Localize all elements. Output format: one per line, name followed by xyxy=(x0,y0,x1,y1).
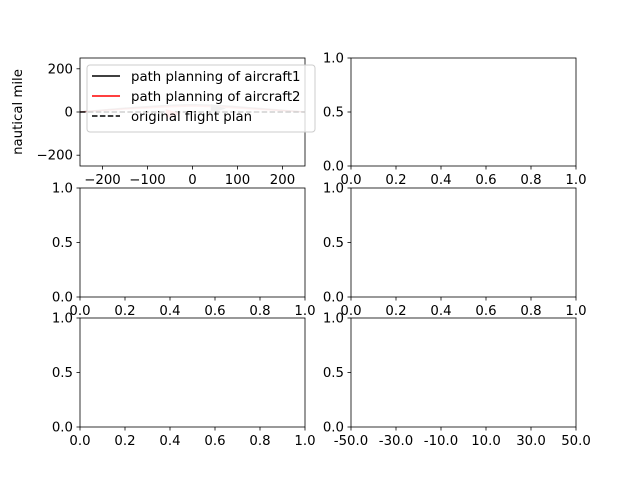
subplot-4-ytick-label: 1.0 xyxy=(323,182,344,197)
subplot-5-xtick-label: 1.0 xyxy=(294,434,315,449)
subplot-2-xtick-label: 0.4 xyxy=(430,173,451,188)
subplot-1-xtick-label: −200 xyxy=(84,173,121,188)
subplot-4-ytick-label: 0.0 xyxy=(323,291,344,306)
subplot-1-ylabel: nautical mile xyxy=(11,69,26,155)
subplot-5-xtick-label: 0.4 xyxy=(159,434,180,449)
subplot-3-xtick-label: 0.4 xyxy=(159,304,180,319)
subplot-1-xtick-label: 0 xyxy=(188,173,196,188)
subplot-6-xtick-label: 10.0 xyxy=(471,434,501,449)
subplot-3-xtick-label: 0.0 xyxy=(69,304,90,319)
subplot-6-ytick-label: 1.0 xyxy=(323,312,344,327)
subplot-5-xtick-label: 0.0 xyxy=(69,434,90,449)
subplot-4-xtick-label: 0.6 xyxy=(475,304,496,319)
subplot-2-xtick-label: 0.2 xyxy=(385,173,406,188)
subplot-1-ytick-label: 0 xyxy=(65,106,73,121)
subplot-2-xtick-label: 0.8 xyxy=(520,173,541,188)
subplot-3-ytick-label: 0.5 xyxy=(52,236,73,251)
subplot-1-ytick-label: 200 xyxy=(48,62,73,77)
subplot-4-xtick-label: 0.4 xyxy=(430,304,451,319)
subplot-5-ytick-label: 0.5 xyxy=(52,366,73,381)
subplot-5-xtick-label: 0.2 xyxy=(114,434,135,449)
subplot-1-xtick-label: 100 xyxy=(225,173,250,188)
subplot-3-xtick-label: 0.8 xyxy=(249,304,270,319)
subplot-1-legend-label-2: path planning of aircraft2 xyxy=(131,90,301,105)
legend: path planning of aircraft1 path planning … xyxy=(86,64,316,133)
subplot-6-xtick-label: -10.0 xyxy=(424,434,458,449)
subplot-2-xtick-label: 0.6 xyxy=(475,173,496,188)
subplot-6-xtick-label: -30.0 xyxy=(379,434,413,449)
subplot-5-xtick-label: 0.6 xyxy=(204,434,225,449)
subplot-1-legend-label-3: original flight plan xyxy=(131,110,252,125)
subplot-4-xtick-label: 1.0 xyxy=(565,304,586,319)
subplot-1-legend-label-1: path planning of aircraft1 xyxy=(131,70,301,85)
subplot-4-xtick-label: 0.8 xyxy=(520,304,541,319)
subplot-5-ytick-label: 0.0 xyxy=(52,421,73,436)
subplot-2-ytick-label: 1.0 xyxy=(323,52,344,67)
subplot-1-xtick-label: 200 xyxy=(270,173,295,188)
subplot-5-ytick-label: 1.0 xyxy=(52,312,73,327)
subplot-4-xtick-label: 0.0 xyxy=(340,304,361,319)
subplot-1-ytick-label: −200 xyxy=(36,149,73,164)
subplot-2-ytick-label: 0.5 xyxy=(323,106,344,121)
subplot-6-ytick-label: 0.0 xyxy=(323,421,344,436)
subplot-2-xtick-label: 1.0 xyxy=(565,173,586,188)
subplot-3-ytick-label: 1.0 xyxy=(52,182,73,197)
subplot-1-xtick-label: −100 xyxy=(129,173,166,188)
subplot-6-xtick-label: -50.0 xyxy=(334,434,368,449)
subplot-6-ytick-label: 0.5 xyxy=(323,366,344,381)
subplot-3-xtick-label: 1.0 xyxy=(294,304,315,319)
subplot-1-legend-box xyxy=(86,64,316,133)
subplot-5-xtick-label: 0.8 xyxy=(249,434,270,449)
subplot-6-xtick-label: 50.0 xyxy=(561,434,591,449)
subplot-2-ytick-label: 0.0 xyxy=(323,160,344,175)
subplot-3-xtick-label: 0.6 xyxy=(204,304,225,319)
subplot-2-xtick-label: 0.0 xyxy=(340,173,361,188)
subplot-4-ytick-label: 0.5 xyxy=(323,236,344,251)
subplot-3-xtick-label: 0.2 xyxy=(114,304,135,319)
subplot-4-xtick-label: 0.2 xyxy=(385,304,406,319)
subplot-3-ytick-label: 0.0 xyxy=(52,291,73,306)
subplot-6-xtick-label: 30.0 xyxy=(516,434,546,449)
